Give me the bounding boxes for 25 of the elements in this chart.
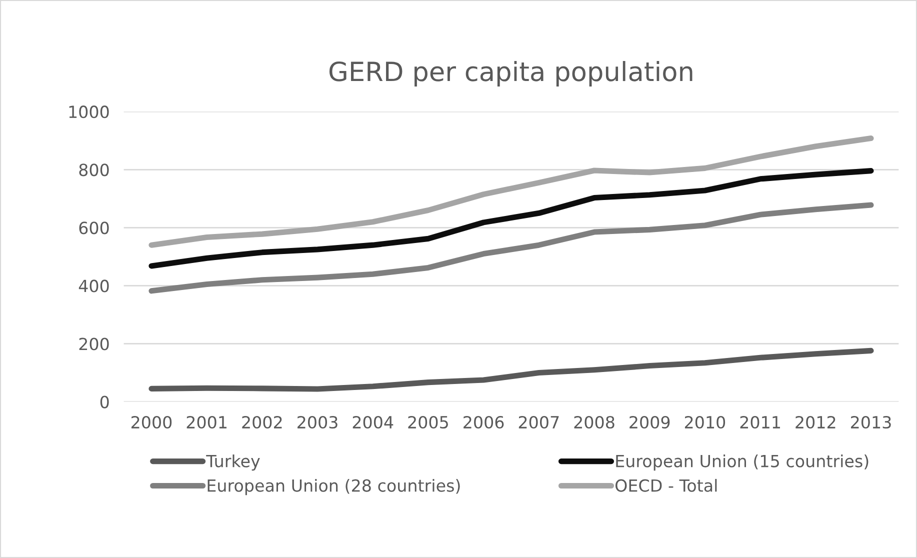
legend-label: OECD - Total <box>615 478 717 492</box>
x-tick-label: 2010 <box>684 416 726 429</box>
legend-label: Turkey <box>206 454 260 471</box>
y-tick-label: 600 <box>79 222 109 234</box>
x-tick-label: 2002 <box>242 416 282 429</box>
x-tick-label: 2003 <box>298 416 338 429</box>
x-tick-label: 2012 <box>796 416 836 429</box>
x-tick-label: 2011 <box>740 416 780 429</box>
x-tick-label: 2008 <box>574 416 614 429</box>
x-tick-label: 2000 <box>131 416 172 429</box>
y-tick-label: 1000 <box>69 106 109 118</box>
y-tick-label: 0 <box>100 396 109 408</box>
chart-title: GERD per capita population <box>329 60 692 87</box>
x-tick-label: 2001 <box>186 416 226 429</box>
x-tick-label: 2004 <box>352 416 394 429</box>
legend-label: European Union (15 countries) <box>616 454 868 471</box>
legend-label: European Union (28 countries) <box>208 478 460 496</box>
x-tick-label: 2005 <box>408 416 448 429</box>
x-tick-label: 2013 <box>851 416 891 429</box>
x-tick-label: 2009 <box>630 416 670 429</box>
y-tick-label: 800 <box>79 164 109 176</box>
x-tick-label: 2007 <box>518 416 559 429</box>
y-tick-label: 200 <box>79 338 109 350</box>
y-tick-label: 400 <box>78 280 109 292</box>
x-tick-label: 2006 <box>464 416 504 429</box>
